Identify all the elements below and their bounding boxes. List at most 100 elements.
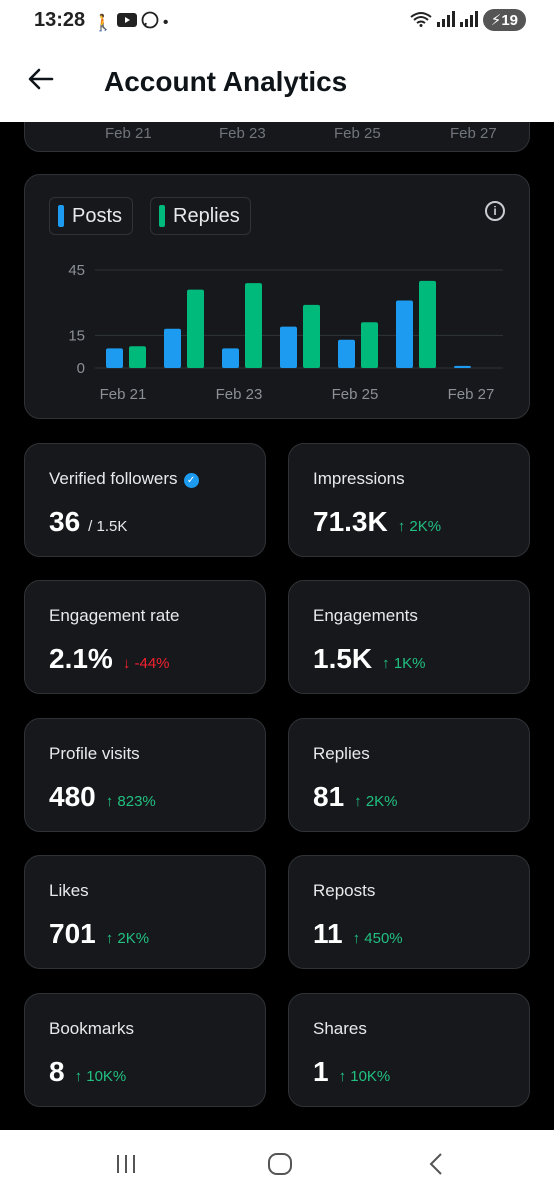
stat-value: 701 ↑ 2K% (49, 918, 149, 950)
stat-card-reposts[interactable]: Reposts 11 ↑ 450% (288, 855, 530, 969)
stat-change: ↑ 450% (352, 930, 403, 947)
back-button[interactable] (26, 64, 56, 94)
bar-posts (222, 348, 239, 368)
stat-value: 11 ↑ 450% (313, 918, 403, 950)
battery-level: 19 (501, 12, 518, 29)
dot-icon: • (162, 13, 169, 31)
stat-value-text: 2.1% (49, 643, 113, 674)
stat-label: Impressions (313, 469, 405, 488)
stat-value-text: 81 (313, 781, 345, 812)
stat-change: ↑ 10K% (74, 1068, 127, 1085)
stat-card-impressions[interactable]: Impressions 71.3K ↑ 2K% (288, 443, 530, 557)
stat-value: 480 ↑ 823% (49, 781, 156, 813)
stat-value-text: 36 (49, 506, 81, 537)
legend-replies[interactable]: Replies (150, 197, 251, 235)
verified-badge-icon: ✓ (183, 473, 199, 488)
walking-icon: 🚶 (93, 14, 113, 32)
bar-posts (280, 326, 297, 368)
y-tick-label: 0 (77, 360, 85, 377)
home-button[interactable] (267, 1152, 293, 1181)
x-tick-label: Feb 21 (100, 386, 147, 403)
stat-label: Engagement rate (49, 606, 180, 625)
stat-change: ↑ 2K% (397, 518, 442, 535)
stat-change: ↓ -44% (122, 655, 170, 672)
bar-posts (396, 300, 413, 368)
stat-value-text: 11 (313, 918, 343, 949)
posts-swatch (58, 205, 64, 227)
page-title: Account Analytics (104, 66, 348, 97)
stat-label-text: Verified followers (49, 469, 178, 488)
wifi-icon (410, 11, 432, 30)
app-bar: Account Analytics (0, 44, 554, 122)
battery-indicator: ⚡19 (482, 9, 526, 31)
stat-card-profile-visits[interactable]: Profile visits 480 ↑ 823% (24, 718, 266, 832)
legend-replies-label: Replies (173, 204, 240, 227)
system-status-icons: ⚡19 (410, 9, 526, 31)
status-time: 13:28 (34, 9, 86, 31)
x-tick-label: Feb 27 (448, 386, 495, 403)
stat-card-shares[interactable]: Shares 1 ↑ 10K% (288, 993, 530, 1107)
stat-label: Reposts (313, 881, 376, 900)
prev-axis-label: Feb 21 (105, 125, 152, 142)
stat-change: ↑ 2K% (105, 930, 150, 947)
stat-label: Likes (49, 881, 89, 900)
stat-change: ↑ 2K% (354, 793, 398, 810)
stat-label: Replies (313, 744, 370, 763)
analytics-content[interactable]: Feb 21 Feb 23 Feb 25 Feb 27 Posts Replie… (0, 122, 554, 1130)
system-nav-bar (0, 1130, 554, 1200)
stat-value: 71.3K ↑ 2K% (313, 506, 441, 538)
prev-axis-label: Feb 23 (219, 125, 266, 142)
stat-change: ↑ 1K% (382, 655, 426, 672)
x-tick-label: Feb 23 (216, 386, 263, 403)
youtube-icon (116, 13, 137, 32)
posts-replies-chart-card: Posts Replies i 0 15 45 Feb 21 Feb 23 Feb 25 F… (24, 174, 530, 419)
stat-value-text: 1 (313, 1056, 329, 1087)
stat-label: Shares (313, 1019, 367, 1038)
legend-posts-label: Posts (72, 204, 123, 227)
prev-axis-label: Feb 27 (450, 125, 497, 142)
stat-card-likes[interactable]: Likes 701 ↑ 2K% (24, 855, 266, 969)
whatsapp-icon (141, 11, 159, 34)
stat-card-verified-followers[interactable]: Verified followers ✓ 36 / 1.5K (24, 443, 266, 557)
home-icon (268, 1153, 292, 1175)
stat-subvalue: / 1.5K (88, 518, 128, 535)
stat-value: 8 ↑ 10K% (49, 1056, 126, 1088)
prev-axis-label: Feb 25 (334, 125, 381, 142)
stat-value: 1.5K ↑ 1K% (313, 643, 426, 675)
stat-label: Profile visits (49, 744, 140, 763)
bar-replies (419, 280, 436, 368)
stat-value: 81 ↑ 2K% (313, 781, 398, 813)
y-tick-label: 15 (68, 327, 85, 344)
legend-posts[interactable]: Posts (49, 197, 134, 235)
stat-card-engagements[interactable]: Engagements 1.5K ↑ 1K% (288, 580, 530, 694)
bar-posts (164, 328, 181, 368)
stat-value-text: 701 (49, 918, 96, 949)
bar-replies (187, 289, 204, 368)
bar-replies (245, 283, 262, 368)
signal-icon-2 (459, 10, 478, 30)
info-icon[interactable]: i (485, 201, 505, 221)
bar-posts (338, 339, 355, 368)
previous-chart-card: Feb 21 Feb 23 Feb 25 Feb 27 (24, 122, 530, 152)
stat-card-replies[interactable]: Replies 81 ↑ 2K% (288, 718, 530, 832)
bar-posts (106, 348, 123, 368)
stat-value: 2.1% ↓ -44% (49, 643, 170, 675)
stat-label: Bookmarks (49, 1019, 135, 1038)
stat-card-bookmarks[interactable]: Bookmarks 8 ↑ 10K% (24, 993, 266, 1107)
signal-icon (436, 10, 455, 30)
stat-card-engagement-rate[interactable]: Engagement rate 2.1% ↓ -44% (24, 580, 266, 694)
stat-value-text: 8 (49, 1056, 65, 1087)
stat-value-text: 1.5K (313, 643, 373, 674)
replies-swatch (159, 205, 165, 227)
stat-label: Verified followers ✓ (49, 469, 199, 489)
stat-change: ↑ 10K% (338, 1068, 391, 1085)
notification-icons: 🚶 • (93, 11, 169, 34)
nav-back-button[interactable] (426, 1152, 446, 1181)
stat-label: Engagements (313, 606, 418, 625)
arrow-left-icon (28, 68, 54, 90)
recents-button[interactable] (114, 1152, 138, 1181)
stat-value: 1 ↑ 10K% (313, 1056, 390, 1088)
recents-icon (117, 1155, 135, 1173)
bar-replies (129, 346, 146, 368)
stat-value-text: 480 (49, 781, 96, 812)
